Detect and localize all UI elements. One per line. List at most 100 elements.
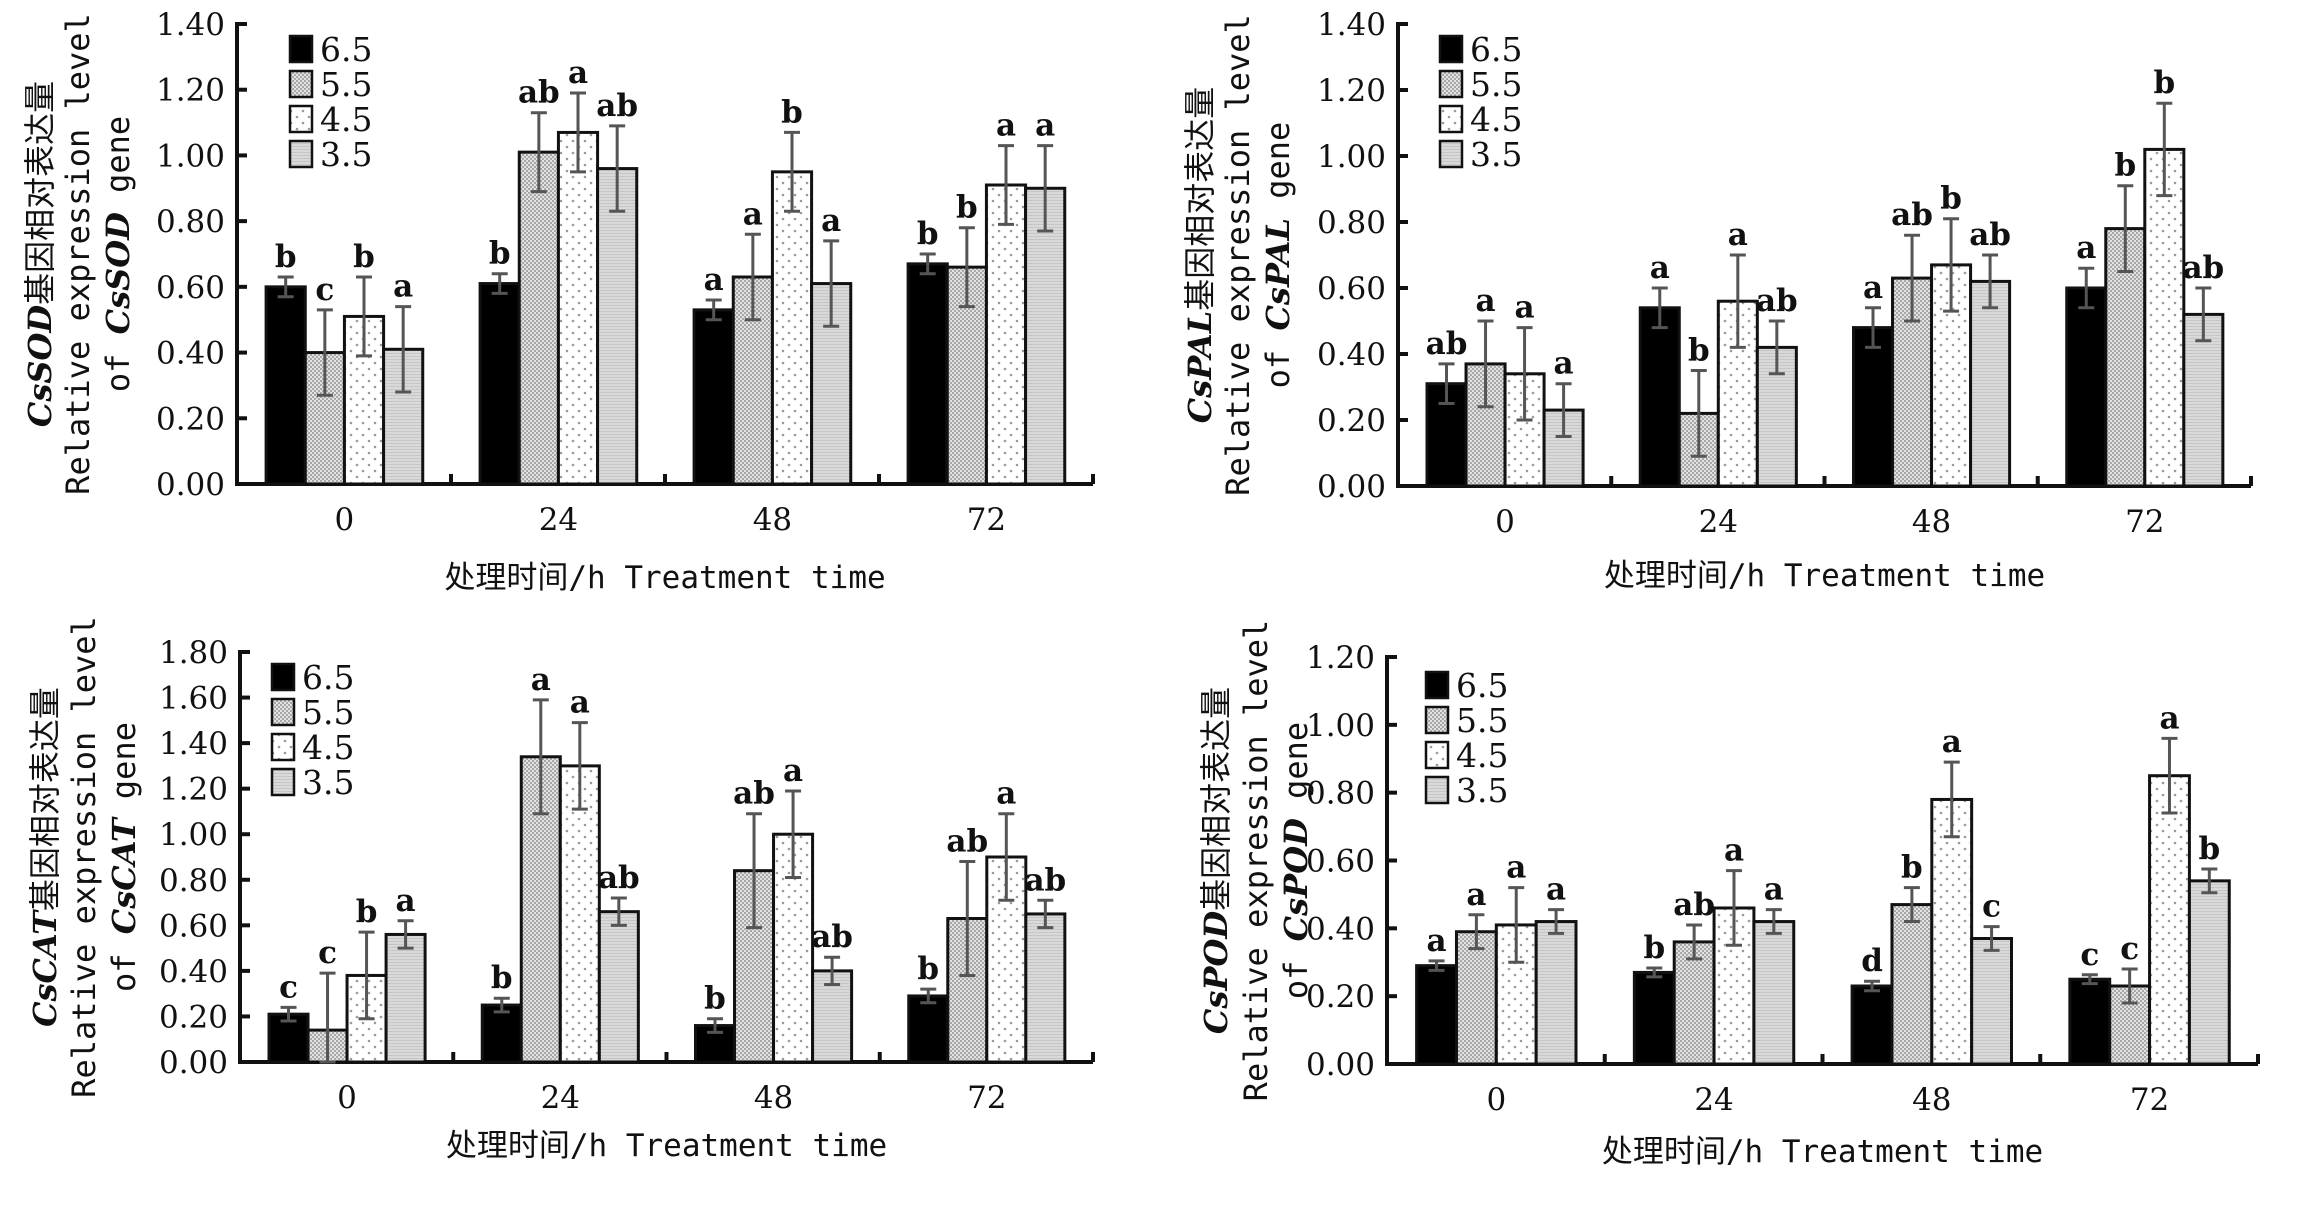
bar bbox=[558, 764, 601, 1064]
significance-letter: a bbox=[570, 685, 590, 721]
significance-letter: b bbox=[353, 239, 375, 275]
significance-letter: a bbox=[821, 203, 841, 239]
x-tick-label: 72 bbox=[2130, 1082, 2169, 1118]
bar bbox=[2187, 879, 2231, 1066]
y-tick-label: 1.00 bbox=[159, 817, 228, 853]
significance-letter: a bbox=[1515, 290, 1535, 326]
legend-label: 6.5 bbox=[302, 658, 354, 697]
y-axis-title-gene: CsPAL bbox=[1181, 311, 1219, 424]
bar bbox=[1969, 279, 2012, 488]
y-axis-title-line: CsCAT基因相对表达量 bbox=[26, 687, 64, 1027]
significance-letter: ab bbox=[598, 860, 640, 896]
bar bbox=[517, 150, 560, 486]
significance-letter: a bbox=[1506, 850, 1526, 886]
bar bbox=[1930, 797, 1974, 1066]
legend-label: 5.5 bbox=[302, 693, 354, 732]
bar bbox=[906, 262, 949, 486]
legend-swatch bbox=[270, 697, 296, 727]
y-tick-label: 0.40 bbox=[159, 954, 228, 990]
significance-letter: a bbox=[1942, 724, 1962, 760]
y-axis-title-text: Relative expression level bbox=[59, 13, 97, 495]
bar bbox=[2143, 147, 2186, 488]
significance-letter: a bbox=[1554, 346, 1574, 382]
bar bbox=[811, 969, 854, 1064]
bar bbox=[1415, 964, 1458, 1066]
legend-label: 3.5 bbox=[302, 763, 354, 802]
significance-letter: a bbox=[393, 269, 413, 305]
significance-letter: a bbox=[2076, 230, 2096, 266]
legend-label: 3.5 bbox=[1456, 771, 1508, 810]
significance-letter: ab bbox=[1891, 197, 1933, 233]
y-tick-label: 0.00 bbox=[159, 1045, 228, 1081]
significance-letter: ab bbox=[596, 88, 638, 124]
significance-letter: b bbox=[704, 981, 726, 1017]
x-tick-label: 0 bbox=[335, 502, 355, 538]
y-tick-label: 1.40 bbox=[159, 726, 228, 762]
bar bbox=[596, 167, 639, 486]
y-axis-title-line: CsPAL基因相对表达量 bbox=[1181, 87, 1219, 424]
legend-swatch bbox=[288, 69, 314, 99]
significance-letter: a bbox=[1035, 108, 1055, 144]
legend-swatch bbox=[288, 139, 314, 169]
legend-label: 5.5 bbox=[1456, 701, 1508, 740]
y-tick-label: 0.80 bbox=[156, 204, 225, 240]
legend-label: 4.5 bbox=[1470, 100, 1522, 139]
legend: 6.55.54.53.5 bbox=[1424, 666, 1508, 810]
panel-pal-chart: 0.00 0.20 0.40 0.60 0.80 1.00 1.20 1.40 0 24 48 72 处… bbox=[1181, 7, 2253, 594]
significance-letter: a bbox=[1728, 217, 1748, 253]
x-axis-title: 处理时间/h Treatment time bbox=[446, 1128, 887, 1164]
y-tick-label: 1.00 bbox=[156, 138, 225, 174]
y-axis-title-gene: CsPOD bbox=[1197, 911, 1235, 1034]
x-tick-label: 72 bbox=[2125, 504, 2164, 540]
bar bbox=[1024, 912, 1067, 1064]
bar bbox=[1930, 263, 1973, 488]
significance-letter: a bbox=[531, 662, 551, 698]
y-axis-title-line: of CsPAL gene bbox=[1259, 122, 1297, 389]
legend-label: 5.5 bbox=[320, 65, 372, 104]
significance-letter: a bbox=[1650, 250, 1670, 286]
significance-letter: b bbox=[956, 190, 978, 226]
legend-swatch bbox=[1424, 705, 1450, 735]
x-tick-label: 48 bbox=[754, 1080, 793, 1116]
legend: 6.55.54.53.5 bbox=[270, 658, 354, 802]
legend-swatch bbox=[1438, 139, 1464, 169]
significance-letter: a bbox=[396, 883, 416, 919]
bar bbox=[1752, 920, 1796, 1066]
bar bbox=[480, 1003, 523, 1064]
y-axis-title-text: gene bbox=[99, 116, 137, 212]
significance-letter: c bbox=[315, 272, 334, 308]
legend-label: 6.5 bbox=[320, 30, 372, 69]
bar bbox=[1970, 937, 2014, 1066]
significance-letter: a bbox=[1764, 872, 1784, 908]
significance-letter: a bbox=[743, 196, 763, 232]
legend-swatch bbox=[1438, 104, 1464, 134]
significance-letter: b bbox=[2198, 831, 2220, 867]
significance-letter: a bbox=[2159, 700, 2179, 736]
significance-letter: c bbox=[318, 935, 337, 971]
legend-swatch bbox=[1424, 670, 1450, 700]
y-tick-label: 0.20 bbox=[156, 401, 225, 437]
y-tick-label: 0.00 bbox=[1317, 469, 1386, 505]
panel-cat-chart: 0.00 0.20 0.40 0.60 0.80 1.00 1.20 1.40 1.60 1.80… bbox=[26, 616, 1095, 1164]
x-tick-label: 24 bbox=[1694, 1082, 1733, 1118]
x-tick-label: 72 bbox=[967, 1080, 1006, 1116]
y-axis-title-text: gene bbox=[1277, 722, 1315, 818]
y-tick-label: 1.00 bbox=[1317, 139, 1386, 175]
x-tick-label: 0 bbox=[1486, 1082, 1506, 1118]
significance-letter: b bbox=[491, 960, 513, 996]
significance-letter: b bbox=[781, 94, 803, 130]
significance-letter: c bbox=[1982, 889, 2001, 925]
bar bbox=[597, 910, 640, 1064]
y-tick-label: 0.40 bbox=[1306, 911, 1375, 947]
y-tick-label: 0.80 bbox=[1306, 776, 1375, 812]
legend-label: 4.5 bbox=[302, 728, 354, 767]
significance-letter: ab bbox=[518, 75, 560, 111]
y-tick-label: 1.00 bbox=[1306, 708, 1375, 744]
bar bbox=[478, 282, 521, 486]
significance-letter: a bbox=[1863, 270, 1883, 306]
bar bbox=[1852, 326, 1895, 488]
y-axis-title-line: Relative expression level bbox=[59, 13, 97, 495]
significance-letter: a bbox=[996, 108, 1016, 144]
y-tick-label: 1.80 bbox=[159, 635, 228, 671]
